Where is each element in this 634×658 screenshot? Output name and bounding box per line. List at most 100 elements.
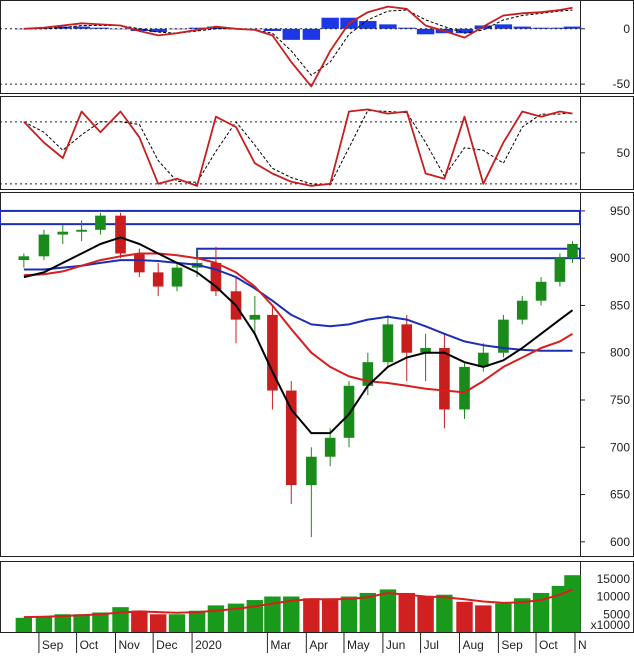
candle-body <box>210 262 222 292</box>
price-tick-label: 750 <box>610 393 630 407</box>
volume-bar <box>35 616 53 632</box>
candle-body <box>57 231 69 235</box>
volume-bar <box>73 614 90 632</box>
volume-bar <box>283 596 300 632</box>
macd-histogram-bar <box>563 26 582 29</box>
macd-histogram-bar <box>455 28 474 34</box>
x-axis-tick-label: N <box>578 638 587 652</box>
volume-bar <box>379 589 397 632</box>
volume-bar <box>149 614 167 632</box>
x-axis-tick-label: Sep <box>501 638 523 652</box>
macd-histogram-bar <box>379 24 397 29</box>
candle-body <box>382 324 394 363</box>
candle-body <box>115 215 126 254</box>
macd-histogram-bar <box>188 27 206 29</box>
candle-body <box>267 314 278 391</box>
x-axis-tick-label: 2020 <box>195 638 222 652</box>
rsi-smoothed-line <box>23 110 573 186</box>
candle-body <box>285 390 297 486</box>
macd-tick-label: 0 <box>623 22 630 36</box>
macd-histogram-bar <box>416 28 435 35</box>
volume-bar <box>168 614 186 632</box>
x-axis-tick-label: Oct <box>539 638 558 652</box>
x-axis-tick-label: Apr <box>309 638 328 652</box>
candle-body <box>567 244 578 259</box>
candle-body <box>516 300 528 320</box>
candle-body <box>18 256 30 261</box>
macd-histogram-bar <box>532 27 550 29</box>
macd-histogram-bar <box>207 26 225 29</box>
price-tick-label: 650 <box>610 488 630 502</box>
volume-bar <box>359 592 377 632</box>
resistance-zone-box <box>196 247 581 260</box>
candle-body <box>401 324 413 353</box>
x-axis-tick-label: Jul <box>424 638 439 652</box>
volume-bar <box>303 598 320 632</box>
volume-bar <box>321 600 339 632</box>
volume-bar <box>264 596 281 632</box>
candle-body <box>306 456 317 486</box>
candle-body <box>498 319 509 353</box>
price-tick-label: 950 <box>610 204 630 218</box>
macd-line <box>23 5 573 88</box>
macd-histogram-bar <box>149 28 167 33</box>
candle-body <box>478 352 489 367</box>
price-tick-label: 900 <box>610 251 630 265</box>
macd-histogram-bar <box>513 26 531 29</box>
macd-histogram-bar <box>494 24 513 29</box>
x-axis-tick-label: May <box>347 638 370 652</box>
volume-bar <box>456 601 473 632</box>
candle-body <box>343 385 355 438</box>
volume-bar <box>514 598 531 632</box>
macd-histogram-bar <box>302 28 321 40</box>
macd-histogram-bar <box>282 28 300 40</box>
rsi-line <box>23 108 573 187</box>
macd-histogram-bar <box>72 26 91 29</box>
volume-bar <box>227 603 245 632</box>
volume-bar <box>475 605 492 632</box>
volume-moving-average <box>23 588 573 619</box>
volume-bar <box>551 585 569 632</box>
volume-bar <box>188 610 206 632</box>
volume-bar <box>436 594 453 632</box>
volume-bar <box>207 605 225 632</box>
rsi-panel-frame <box>0 96 634 190</box>
resistance-zone-box <box>0 209 581 226</box>
macd-histogram-bar <box>321 17 339 29</box>
volume-bar <box>246 600 264 632</box>
volume-bar <box>495 603 512 632</box>
x-axis-tick-label: Mar <box>270 638 291 652</box>
macd-histogram-bar <box>263 28 282 31</box>
moving-average-blue <box>23 259 573 352</box>
volume-bar <box>92 612 109 632</box>
volume-tick-label: 10000 <box>597 590 631 604</box>
moving-average-red <box>23 252 574 394</box>
candle-body <box>249 314 261 320</box>
macd-histogram-bar <box>15 28 33 30</box>
price-tick-label: 850 <box>610 298 630 312</box>
candle-body <box>535 281 547 301</box>
x-axis-tick-label: Dec <box>156 638 177 652</box>
macd-histogram-bar <box>91 27 110 29</box>
candle-body <box>362 362 374 386</box>
x-axis-tick-label: Nov <box>118 638 139 652</box>
volume-unit-label: x10000 <box>591 618 631 632</box>
price-tick-label: 700 <box>610 440 630 454</box>
macd-panel-frame <box>0 0 634 94</box>
moving-average-black <box>23 236 574 435</box>
candle-body <box>439 348 450 410</box>
candle-body <box>420 348 431 353</box>
candle-body <box>76 229 87 232</box>
candle-body <box>134 253 145 273</box>
volume-bar <box>417 596 434 632</box>
x-axis-tick-label: Oct <box>80 638 99 652</box>
candle-body <box>171 267 183 287</box>
volume-bar <box>532 592 550 632</box>
candle-body <box>324 437 336 457</box>
x-axis-tick-label: Aug <box>462 638 483 652</box>
x-axis-tick-label: Jun <box>386 638 405 652</box>
volume-bar <box>131 610 148 632</box>
volume-bar <box>564 575 581 632</box>
